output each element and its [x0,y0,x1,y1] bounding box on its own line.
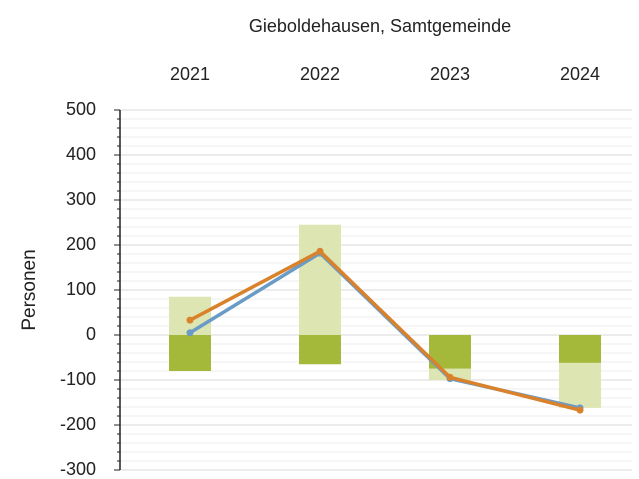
line-point [186,316,194,324]
line-point [576,406,584,414]
bar [299,224,341,335]
x-tick-label: 2022 [300,64,340,84]
y-tick-label: 300 [66,189,96,209]
line [189,251,581,410]
x-tick-label: 2021 [170,64,210,84]
y-tick-label: 0 [86,324,96,344]
y-tick-label: 100 [66,279,96,299]
y-tick-label: -100 [60,369,96,389]
bar [559,335,601,363]
line [189,249,581,412]
x-tick-label: 2024 [560,64,600,84]
bar [299,335,341,365]
y-tick-label: 200 [66,234,96,254]
bar [169,296,211,335]
x-tick-label: 2023 [430,64,470,84]
bar [559,362,601,408]
y-tick-label: -300 [60,459,96,479]
chart-title: Gieboldehausen, Samtgemeinde [249,16,511,36]
line-point [316,247,324,255]
y-axis-label: Personen [19,249,40,330]
y-tick-label: -200 [60,414,96,434]
line-point [186,329,194,337]
line-point [446,373,454,381]
bar [169,335,211,371]
y-tick-label: 500 [66,99,96,119]
y-tick-label: 400 [66,144,96,164]
